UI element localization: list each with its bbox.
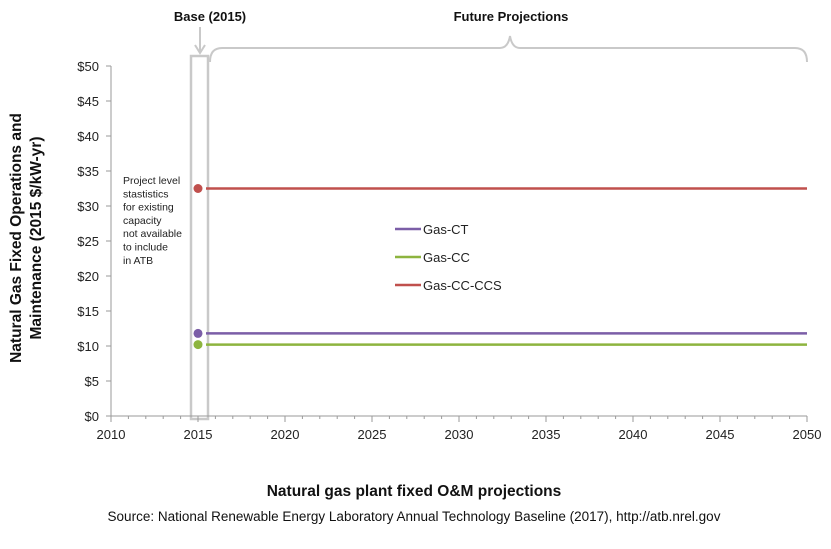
note-line: stastistics	[123, 188, 169, 200]
source-note: Source: National Renewable Energy Labora…	[108, 509, 721, 524]
base-point-gas-cc	[193, 340, 203, 350]
note-line: not available	[123, 228, 182, 240]
y-tick-label: $15	[77, 304, 99, 319]
legend-label-gas-ct: Gas-CT	[423, 222, 469, 237]
x-tick-label: 2025	[358, 427, 387, 442]
y-tick-label: $25	[77, 234, 99, 249]
base-year-box	[189, 54, 210, 421]
y-tick-label: $5	[85, 374, 99, 389]
x-tick-label: 2035	[532, 427, 561, 442]
axes	[110, 66, 807, 417]
note-line: in ATB	[123, 255, 153, 267]
base-point-gas-cc-ccs	[193, 184, 203, 193]
legend: Gas-CT Gas-CC Gas-CC-CCS	[395, 222, 502, 293]
note-line: for existing	[123, 202, 174, 214]
y-tick-label: $35	[77, 164, 99, 179]
future-projections-brace	[209, 35, 808, 63]
y-tick-label: $45	[77, 94, 99, 109]
x-tick-label: 2020	[271, 427, 300, 442]
y-axis-ticks: $0 $5 $10 $15 $20 $25 $30 $35 $40 $45 $50	[77, 59, 111, 424]
y-tick-label: $20	[77, 269, 99, 284]
y-tick-label: $40	[77, 129, 99, 144]
y-tick-label: $30	[77, 199, 99, 214]
future-projections-label: Future Projections	[454, 9, 569, 24]
x-tick-label: 2010	[97, 427, 126, 442]
y-axis-label-line-1: Natural Gas Fixed Operations and	[8, 113, 25, 363]
x-axis-ticks: 2010 2015 2020 2025 2030 2035 2040 2045 2050	[97, 416, 822, 442]
base-year-arrow	[194, 27, 206, 55]
y-tick-label: $10	[77, 339, 99, 354]
y-axis-label-line-2: Maintenance (2015 $/kW-yr)	[28, 137, 45, 340]
legend-label-gas-cc-ccs: Gas-CC-CCS	[423, 278, 502, 293]
x-tick-label: 2050	[793, 427, 822, 442]
base-year-label: Base (2015)	[174, 9, 246, 24]
note-line: to include	[123, 242, 168, 254]
x-tick-label: 2045	[706, 427, 735, 442]
chart-title: Natural gas plant fixed O&M projections	[267, 483, 562, 500]
x-tick-label: 2040	[619, 427, 648, 442]
note-line: capacity	[123, 215, 162, 227]
x-tick-label: 2030	[445, 427, 474, 442]
base-point-gas-ct	[193, 328, 203, 338]
legend-label-gas-cc: Gas-CC	[423, 250, 470, 265]
note-line: Project level	[123, 175, 180, 187]
series-layer	[193, 184, 807, 350]
y-tick-label: $50	[77, 59, 99, 74]
y-tick-label: $0	[85, 409, 99, 424]
x-tick-label: 2015	[184, 427, 213, 442]
